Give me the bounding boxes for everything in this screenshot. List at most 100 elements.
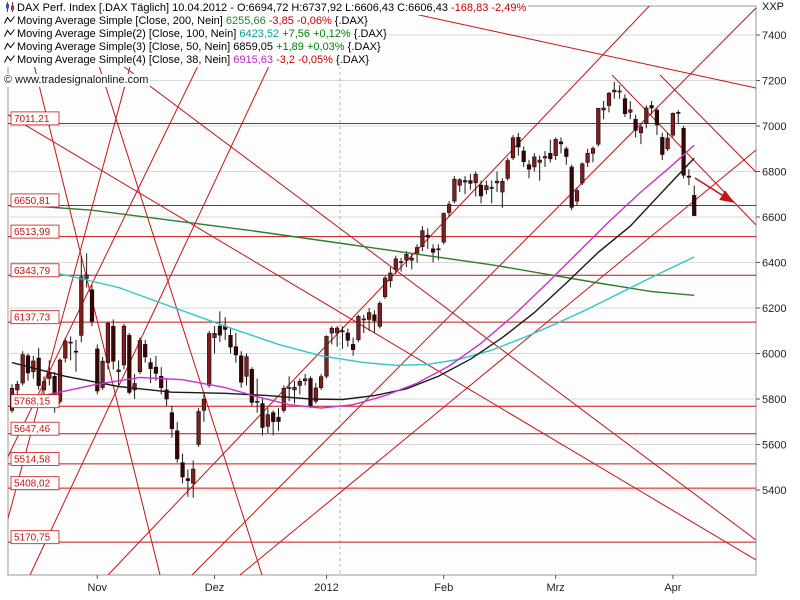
candlestick	[148, 362, 153, 370]
candlestick	[521, 150, 526, 162]
down-arrow	[694, 177, 735, 203]
candlestick	[308, 378, 313, 406]
instrument-date: 10.04.2012	[172, 2, 228, 14]
trend-line	[191, 7, 756, 575]
candlestick	[31, 360, 36, 372]
candlestick	[622, 98, 628, 114]
candlestick	[79, 276, 84, 336]
candlestick	[446, 204, 452, 213]
candlestick	[233, 346, 239, 356]
candlestick	[20, 354, 25, 384]
level-label: 5408,02	[14, 479, 51, 490]
ma-line-icon	[4, 54, 16, 64]
plot-area	[7, 5, 757, 576]
indicator-change: +7,56 +0,12%	[282, 28, 351, 40]
instrument-ohlc: - O:6694,72 H:6737,92 L:6606,43 C:6606,4…	[230, 2, 448, 14]
candlestick	[111, 325, 116, 362]
candlestick	[313, 387, 318, 402]
sma-200-line	[11, 203, 695, 296]
trend-line	[659, 74, 756, 173]
instrument-change: -168,83 -2,49%	[451, 2, 527, 14]
indicator-change: +1,89 +0,03%	[276, 41, 345, 53]
indicator-name: Moving Average Simple(2) [Close, 100, Ne…	[17, 28, 237, 40]
candlestick	[239, 355, 244, 383]
candlestick	[36, 357, 41, 386]
candlestick	[212, 332, 217, 338]
candlestick	[255, 400, 260, 403]
x-axis-label: Apr	[664, 582, 681, 594]
indicator-value: 6859,05	[233, 41, 274, 53]
ma-line-icon	[4, 28, 16, 38]
sma-38-line	[11, 144, 695, 409]
level-label-box	[10, 421, 60, 436]
trend-line	[107, 6, 650, 575]
candlestick	[601, 107, 606, 111]
candlestick	[564, 148, 569, 157]
candlestick	[393, 258, 398, 270]
candlestick	[95, 348, 100, 392]
candlestick	[25, 355, 31, 374]
candlestick	[414, 247, 420, 254]
candlestick	[505, 160, 510, 179]
candlestick	[159, 375, 164, 388]
candlestick	[516, 137, 521, 148]
indicator-value: 6255,66	[225, 15, 266, 27]
indicator-value: 6915,63	[233, 54, 274, 66]
indicator-legend-sma200[interactable]: Moving Average Simple [Close, 200, Nein]…	[2, 15, 370, 28]
candlestick	[430, 248, 436, 253]
candlestick	[217, 325, 223, 336]
candlestick	[473, 173, 478, 184]
candlestick	[644, 107, 649, 124]
level-label: 6137,73	[14, 313, 51, 324]
candlestick	[169, 412, 175, 429]
candlestick	[654, 109, 659, 126]
x-axis-label: Dez	[205, 582, 225, 594]
candlestick	[249, 369, 254, 403]
candlestick	[329, 327, 334, 334]
candlestick	[660, 137, 665, 155]
instrument-legend[interactable]: DAX Perf. Index [.DAX Täglich] 10.04.201…	[2, 2, 529, 15]
level-label: 6513,99	[14, 227, 51, 238]
candlestick	[462, 180, 468, 183]
candlestick	[382, 277, 388, 298]
level-label: 5170,75	[14, 533, 51, 544]
candlestick	[510, 137, 516, 159]
instrument-title: DAX Perf. Index [.DAX Täglich]	[17, 2, 170, 14]
candlestick	[47, 372, 52, 379]
candlestick	[457, 179, 462, 186]
x-axis-label: Nov	[87, 582, 107, 594]
candlestick	[489, 187, 494, 189]
candlestick	[244, 356, 249, 377]
candlestick	[185, 478, 191, 481]
candlestick	[628, 109, 633, 113]
candlestick	[596, 108, 601, 145]
indicator-legend-sma38[interactable]: Moving Average Simple(4) [Close, 38, Nei…	[2, 54, 372, 67]
indicator-change: -3,2 -0,05%	[276, 54, 333, 66]
indicator-legend-sma100[interactable]: Moving Average Simple(2) [Close, 100, Ne…	[2, 28, 389, 41]
candlestick	[196, 411, 201, 445]
indicator-legend-sma50[interactable]: Moving Average Simple(3) [Close, 50, Nei…	[2, 41, 383, 54]
level-label-box	[10, 193, 60, 208]
candlestick	[116, 369, 121, 372]
legend-panel: DAX Perf. Index [.DAX Täglich] 10.04.201…	[2, 2, 529, 87]
level-label: 5768,15	[14, 397, 51, 408]
candlestick	[366, 312, 372, 320]
candlestick	[318, 376, 324, 388]
candlestick	[356, 316, 361, 341]
candlestick	[137, 340, 143, 373]
candlestick	[153, 366, 159, 374]
level-label-box	[10, 451, 60, 466]
level-label-box	[10, 530, 60, 545]
indicator-name: Moving Average Simple [Close, 200, Nein]	[17, 15, 223, 27]
candlestick	[580, 163, 585, 184]
candlestick	[350, 344, 356, 350]
level-label: 5647,46	[14, 424, 51, 435]
candlestick	[478, 184, 484, 197]
candlestick	[409, 257, 414, 261]
level-label: 6343,79	[14, 266, 51, 277]
candlestick	[84, 274, 89, 279]
level-label: 7011,21	[14, 114, 50, 125]
candlestick	[638, 126, 643, 134]
candlestick	[260, 403, 265, 428]
